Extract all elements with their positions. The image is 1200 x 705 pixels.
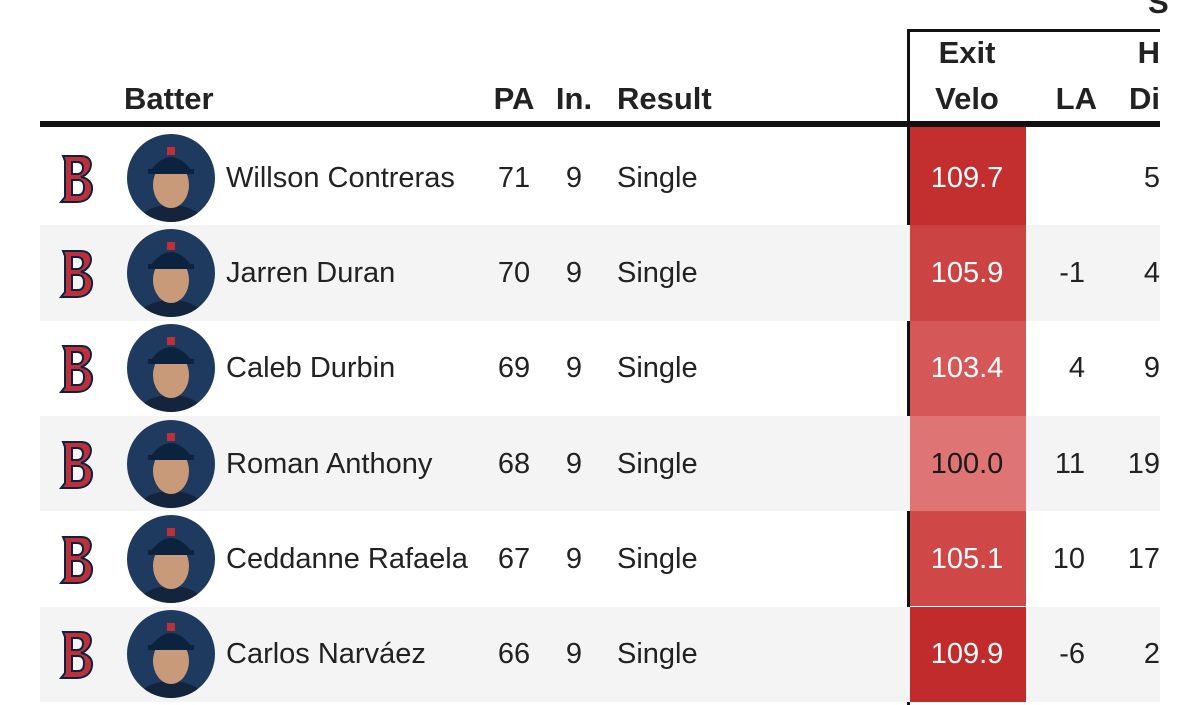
stat-cell: Single [617,161,698,194]
exit-velo-cell [910,127,1026,226]
batter-name: Jarren Duran [226,256,396,289]
stat-cell: 109.9 [930,638,1004,671]
stat-cell: 9 [1143,352,1160,385]
stat-cell: 19 [1127,447,1160,480]
column-header: Result [617,81,712,116]
column-header: Exit [938,35,996,70]
team-logo [58,154,94,203]
stat-cell: 103.4 [930,352,1004,385]
stat-cell: 66 [497,638,531,671]
stat-cell: 10 [1052,542,1085,575]
stat-cell: 2 [1143,638,1160,671]
stat-cell: 109.7 [930,161,1004,194]
stat-cell: -6 [1059,638,1085,671]
stat-cell: 105.9 [930,256,1004,289]
stat-cell: 5 [1143,161,1160,194]
stat-cell: 68 [497,447,531,480]
team-logo [58,440,94,489]
exit-velo-cell [910,511,1026,607]
column-header: Batter [124,81,214,116]
team-logo [58,631,94,680]
table: Willson Contreras 71 9 Single 109.7 5 Jarren D… [40,29,1160,705]
stat-cell: 69 [497,352,531,385]
exit-velo-frame-top [907,29,1160,32]
stat-cell: 9 [565,161,583,194]
stat-cell: 9 [565,638,583,671]
stat-cell: 9 [565,256,583,289]
header-rule [40,121,1160,127]
column-header: LA [1055,81,1097,116]
stat-cell: -1 [1059,256,1085,289]
stat-cell: Single [617,542,698,575]
stat-cell: 100.0 [930,447,1004,480]
team-logo [58,345,94,394]
stat-cell: 17 [1127,542,1160,575]
stat-cell: Single [617,352,698,385]
stat-cell: 70 [497,256,531,289]
column-header: In. [555,81,593,116]
column-header: PA [493,81,535,116]
exit-velo-cell [910,320,1026,416]
stat-cell: 11 [1054,447,1085,480]
player-photo [127,133,215,222]
player-photo [127,228,215,317]
stat-cell: 9 [565,447,583,480]
exit-velo-cell [910,606,1026,702]
stat-cell: 4 [1068,352,1085,385]
column-header: Di [1129,81,1160,116]
corner-label: S [1148,0,1169,20]
stat-cell: 9 [565,542,583,575]
batter-name: Ceddanne Rafaela [226,542,468,575]
column-header: Velo [935,81,999,116]
stat-cell: Single [617,447,698,480]
batter-name: Roman Anthony [226,447,433,480]
stat-cell: 105.1 [930,542,1004,575]
stat-cell: Single [617,638,698,671]
column-header: H [1137,35,1160,70]
player-photo [127,610,215,699]
team-logo [58,249,94,298]
exit-velo-frame-left [907,29,910,705]
batter-name: Caleb Durbin [226,352,396,385]
stat-cell: 71 [497,161,531,194]
player-photo [127,324,215,413]
exit-velo-cell [910,225,1026,321]
team-logo [58,535,94,584]
batter-name: Carlos Narváez [226,638,426,671]
stat-cell: 4 [1143,256,1160,289]
stat-cell: 9 [565,352,583,385]
player-photo [127,514,215,603]
stat-cell: Single [617,256,698,289]
exit-velo-cell [910,415,1026,512]
batter-name: Willson Contreras [226,161,455,194]
stat-cell: 67 [497,542,531,575]
player-photo [127,419,215,508]
